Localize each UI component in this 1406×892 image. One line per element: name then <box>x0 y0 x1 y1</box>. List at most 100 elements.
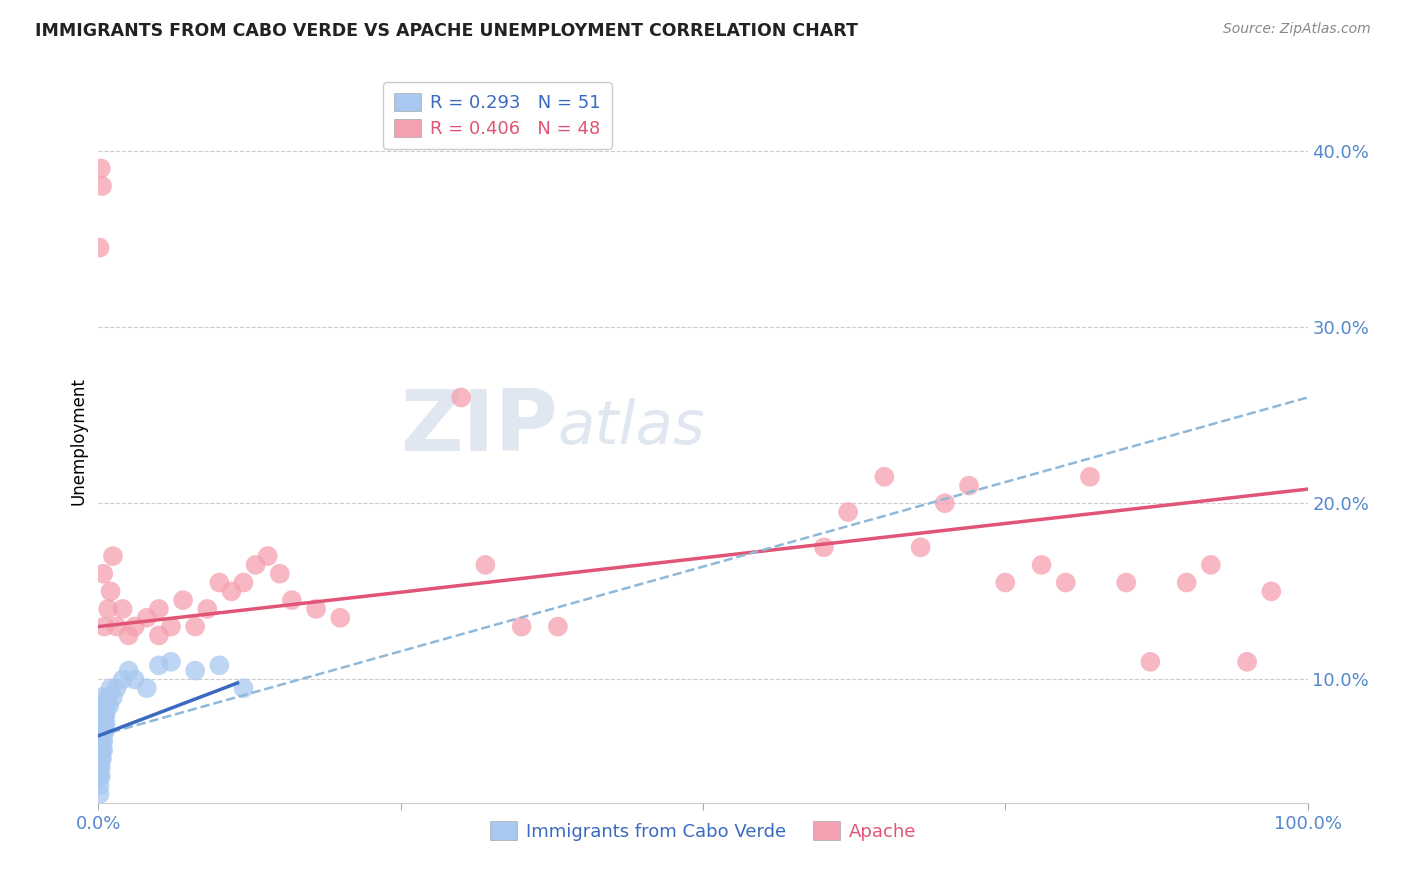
Point <box>111 602 134 616</box>
Point <box>111 673 134 687</box>
Y-axis label: Unemployment: Unemployment <box>69 377 87 506</box>
Point <box>221 584 243 599</box>
Point <box>101 690 124 704</box>
Point <box>100 681 122 696</box>
Point <box>910 541 932 555</box>
Point <box>813 541 835 555</box>
Point <box>90 716 112 731</box>
Point <box>98 698 121 713</box>
Legend: Immigrants from Cabo Verde, Apache: Immigrants from Cabo Verde, Apache <box>482 814 924 848</box>
Point <box>245 558 267 572</box>
Point <box>450 391 472 405</box>
Point <box>547 619 569 633</box>
Point <box>93 619 115 633</box>
Point <box>91 707 114 722</box>
Point <box>91 179 114 194</box>
Point <box>96 698 118 713</box>
Point <box>1199 558 1222 572</box>
Point <box>100 584 122 599</box>
Text: atlas: atlas <box>558 398 706 457</box>
Point <box>89 734 111 748</box>
Point <box>172 593 194 607</box>
Point <box>148 602 170 616</box>
Point <box>94 707 117 722</box>
Point <box>89 752 111 766</box>
Point <box>91 743 114 757</box>
Point <box>474 558 496 572</box>
Point <box>90 769 112 783</box>
Point <box>93 707 115 722</box>
Point <box>89 778 111 792</box>
Point <box>1175 575 1198 590</box>
Point <box>89 716 111 731</box>
Point <box>837 505 859 519</box>
Point <box>184 664 207 678</box>
Point <box>1054 575 1077 590</box>
Point <box>91 716 114 731</box>
Point <box>994 575 1017 590</box>
Point <box>208 658 231 673</box>
Point <box>93 725 115 739</box>
Point <box>90 752 112 766</box>
Point <box>124 673 146 687</box>
Point <box>91 734 114 748</box>
Point <box>118 628 141 642</box>
Text: IMMIGRANTS FROM CABO VERDE VS APACHE UNEMPLOYMENT CORRELATION CHART: IMMIGRANTS FROM CABO VERDE VS APACHE UNE… <box>35 22 858 40</box>
Point <box>118 664 141 678</box>
Point <box>256 549 278 563</box>
Point <box>135 611 157 625</box>
Point <box>91 734 114 748</box>
Point <box>97 602 120 616</box>
Point <box>148 628 170 642</box>
Point <box>195 602 218 616</box>
Point <box>89 743 111 757</box>
Point <box>90 707 112 722</box>
Point <box>329 611 352 625</box>
Point <box>91 752 114 766</box>
Point <box>184 619 207 633</box>
Point <box>1260 584 1282 599</box>
Point <box>94 716 117 731</box>
Point <box>90 734 112 748</box>
Point <box>148 658 170 673</box>
Point <box>281 593 304 607</box>
Point <box>91 725 114 739</box>
Point <box>1139 655 1161 669</box>
Point <box>91 743 114 757</box>
Point <box>160 619 183 633</box>
Point <box>90 760 112 774</box>
Point <box>1115 575 1137 590</box>
Point <box>934 496 956 510</box>
Point <box>160 655 183 669</box>
Point <box>91 690 114 704</box>
Point <box>91 716 114 731</box>
Point <box>90 743 112 757</box>
Point <box>89 787 111 801</box>
Point <box>232 575 254 590</box>
Point <box>1031 558 1053 572</box>
Point <box>89 760 111 774</box>
Point <box>1236 655 1258 669</box>
Point <box>269 566 291 581</box>
Text: ZIP: ZIP <box>401 385 558 468</box>
Point <box>510 619 533 633</box>
Point <box>105 619 128 633</box>
Point <box>105 681 128 696</box>
Point <box>208 575 231 590</box>
Point <box>305 602 328 616</box>
Point <box>89 707 111 722</box>
Point <box>91 707 114 722</box>
Point <box>1078 470 1101 484</box>
Point <box>89 725 111 739</box>
Point <box>89 769 111 783</box>
Text: Source: ZipAtlas.com: Source: ZipAtlas.com <box>1223 22 1371 37</box>
Point <box>93 716 115 731</box>
Point <box>957 478 980 492</box>
Point <box>873 470 896 484</box>
Point <box>124 619 146 633</box>
Point <box>91 566 114 581</box>
Point <box>91 725 114 739</box>
Point <box>89 241 111 255</box>
Point <box>90 698 112 713</box>
Point <box>97 690 120 704</box>
